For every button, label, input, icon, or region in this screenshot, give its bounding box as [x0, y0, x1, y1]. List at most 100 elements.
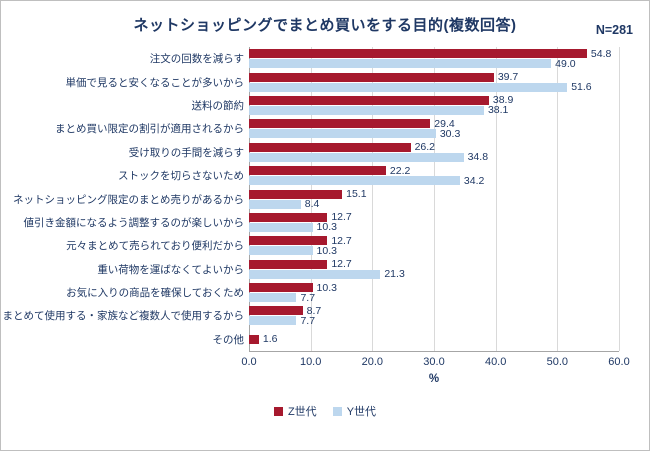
category-label: 送料の節約	[191, 99, 245, 112]
value-label: 21.3	[384, 268, 405, 281]
x-axis-tick: 60.0	[608, 356, 630, 369]
bar-z-gen	[249, 334, 259, 344]
bar-z-gen	[249, 72, 494, 82]
bar-group: 39.7 51.6	[249, 70, 619, 93]
value-label: 38.1	[487, 104, 509, 117]
x-axis-tick: 10.0	[299, 356, 322, 369]
category-label: 受け取りの手間を減らす	[128, 146, 244, 159]
value-label: 8.4	[304, 198, 320, 211]
bar-line: 22.2	[249, 164, 619, 177]
value-label: 12.7	[331, 234, 352, 247]
value-label: 12.7	[331, 211, 352, 224]
bar-line: 34.8	[249, 151, 619, 164]
bar-group: 10.3 7.7	[249, 281, 619, 304]
bar-y-gen	[249, 129, 436, 139]
bar-y-gen	[249, 82, 568, 92]
x-axis-tick: 20.0	[361, 356, 384, 369]
bar-line: 34.2	[249, 174, 619, 187]
gridline	[619, 47, 620, 352]
category-label: その他	[212, 333, 245, 346]
x-axis-tick: 50.0	[546, 356, 569, 369]
x-axis: 0.0 10.0 20.0 30.0 40.0 50.0 60.0	[9, 354, 629, 369]
bar-y-gen	[249, 176, 460, 186]
value-label: 10.3	[316, 281, 337, 294]
category-label: まとめ買い限定の割引が適用されるから	[55, 123, 244, 136]
bar-y-gen	[249, 152, 464, 162]
legend: Z世代 Y世代	[1, 403, 649, 419]
bar-z-gen	[249, 189, 343, 199]
x-axis-tick: 0.0	[241, 356, 257, 369]
x-axis-label: %	[428, 373, 440, 386]
value-label: 30.3	[439, 127, 461, 140]
bar-line: 26.2	[249, 141, 619, 154]
chart-header: ネットショッピングでまとめ買いをする目的(複数回答) N=281	[1, 1, 649, 37]
category-label: 値引き金額になるよう調整するのが楽しいから	[23, 216, 245, 229]
y-axis-line	[249, 47, 250, 352]
y-axis-labels: 注文の回数を減らす 単価で見ると安くなることが多いから 送料の節約 まとめ買い限定の割…	[3, 47, 249, 352]
legend-swatch-y	[332, 406, 342, 416]
category-label: ストックを切らさないため	[118, 170, 244, 183]
plot-area: 54.8 49.0 39.7 51.6 38.9 38.1 29.4 30.3 26.2 34.8…	[249, 47, 620, 353]
bar-line: 12.7	[249, 259, 619, 269]
bar-group: 29.4 30.3	[249, 117, 619, 140]
x-axis-tick: 30.0	[423, 356, 445, 369]
category-label: 元々まとめて売られており便利だから	[66, 240, 244, 253]
value-label: 7.7	[300, 314, 316, 327]
sample-size-label: N=281	[595, 23, 633, 37]
bar-line: 7.7	[249, 316, 619, 326]
bar-group: 12.7 10.3	[249, 211, 619, 234]
chart-body: 注文の回数を減らす 単価で見ると安くなることが多いから 送料の節約 まとめ買い限定の割…	[3, 47, 620, 353]
bar-line: 12.7	[249, 236, 619, 246]
bar-line: 10.3	[249, 281, 619, 294]
bar-line: 49.0	[249, 57, 619, 70]
bar-line: 30.3	[249, 129, 619, 139]
bar-z-gen	[249, 49, 587, 59]
value-label: 8.7	[306, 304, 322, 317]
value-label: 7.7	[300, 291, 316, 304]
bar-group: 22.2 34.2	[249, 164, 619, 187]
value-label: 38.9	[492, 94, 514, 107]
bar-y-gen	[249, 59, 552, 69]
bar-rows: 54.8 49.0 39.7 51.6 38.9 38.1 29.4 30.3 26.2 34.8…	[249, 47, 619, 351]
x-axis-label-spacer	[9, 373, 249, 385]
bar-group: 12.7 21.3	[249, 258, 619, 281]
bar-z-gen	[249, 142, 411, 152]
value-label: 15.1	[346, 188, 367, 201]
bar-z-gen	[249, 236, 328, 246]
bar-line: 7.7	[249, 291, 619, 304]
bar-y-gen	[249, 316, 297, 326]
value-label: 34.8	[467, 151, 489, 164]
bar-line: 38.1	[249, 104, 619, 117]
x-axis-spacer	[9, 354, 249, 369]
bar-z-gen	[249, 119, 431, 129]
bar-z-gen	[249, 212, 328, 222]
legend-label-y: Y世代	[346, 406, 377, 419]
gridline	[310, 47, 312, 352]
bar-y-gen	[249, 269, 381, 279]
gridline	[557, 47, 559, 352]
legend-swatch-z	[273, 406, 283, 416]
value-label: 1.6	[262, 333, 278, 346]
value-label: 34.2	[463, 174, 485, 187]
value-label: 22.2	[389, 164, 411, 177]
bar-z-gen	[249, 259, 328, 269]
value-label: 26.2	[414, 141, 435, 154]
bar-line: 39.7	[249, 72, 619, 82]
value-label: 49.0	[555, 57, 576, 70]
bar-line: 12.7	[249, 211, 619, 224]
bar-group: 15.1 8.4	[249, 187, 619, 210]
bar-group: 54.8 49.0	[249, 47, 619, 70]
bar-line: 10.3	[249, 246, 619, 256]
bar-group: 8.7 7.7	[249, 304, 619, 327]
bar-group: 38.9 38.1	[249, 94, 619, 117]
bar-line: 38.9	[249, 94, 619, 107]
bar-y-gen	[249, 105, 484, 115]
value-label: 10.3	[316, 244, 337, 257]
bar-line: 51.6	[249, 82, 619, 92]
bar-y-gen	[249, 246, 313, 256]
category-label: 重い荷物を運ばなくてよいから	[97, 263, 244, 276]
bar-line: 54.8	[249, 48, 619, 59]
chart-title: ネットショッピングでまとめ買いをする目的(複数回答)	[133, 17, 517, 34]
category-label: 注文の回数を減らす	[149, 53, 244, 66]
bar-line: 1.6	[249, 333, 619, 346]
